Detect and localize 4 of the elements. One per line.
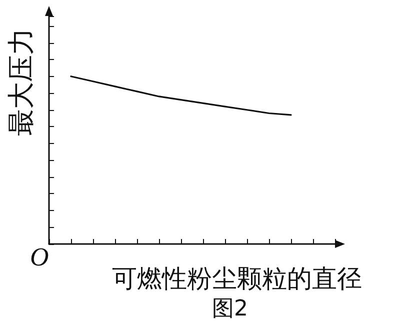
caption: 图2 (212, 296, 248, 322)
y-axis-title: 最大压力 (6, 28, 37, 136)
text: O (30, 242, 49, 272)
x-axis-title: 可燃性粉尘颗粒的直径 (112, 264, 362, 293)
